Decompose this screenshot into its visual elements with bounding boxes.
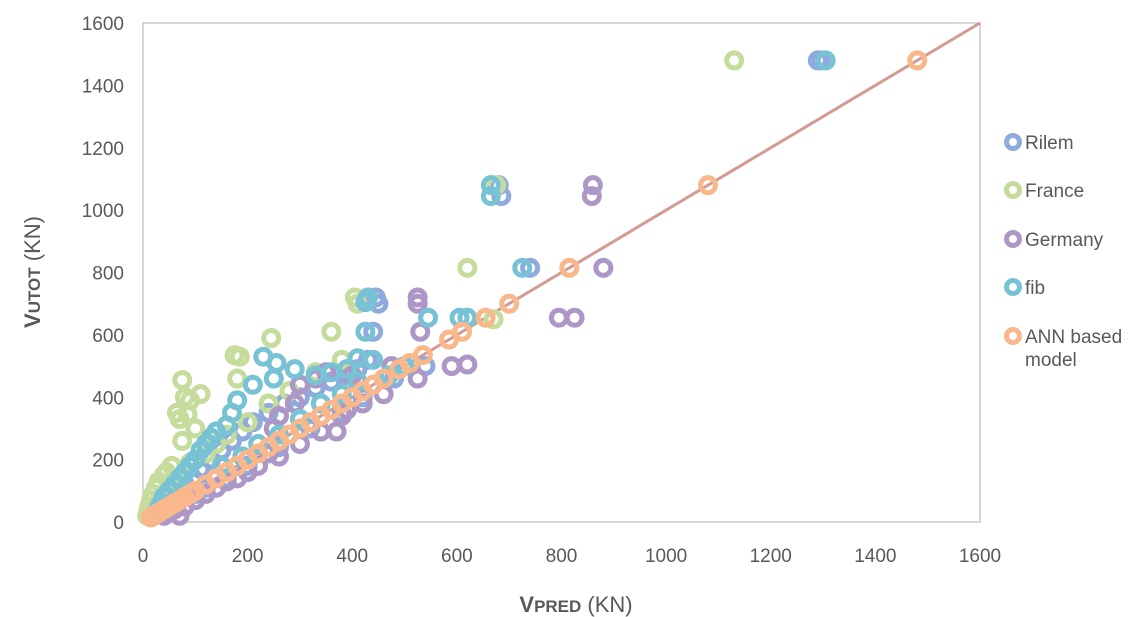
data-point [724,50,745,71]
data-point [512,257,533,278]
data-point [248,434,269,455]
legend-label: Rilem [1025,133,1074,154]
data-point [407,368,428,389]
legend-marker [1004,181,1022,199]
legend-label: France [1025,181,1084,202]
y-tick-label: 1400 [82,76,124,97]
x-tick-label: 600 [441,546,473,567]
data-point [355,292,376,313]
legend-marker [1004,278,1022,296]
legend-marker [1004,327,1022,345]
x-tick-label: 200 [232,546,264,567]
data-point [185,418,206,439]
legend-label: fib [1025,278,1045,299]
data-point [140,507,161,528]
y-axis-title: VUTOT (KN) [20,216,45,328]
data-point [499,293,520,314]
x-tick-label: 0 [138,546,149,567]
data-point [172,430,193,451]
y-axis-ticks: 0 200 400 600 800 1000 1200 1400 1600 [82,14,124,534]
y-tick-label: 400 [92,388,124,409]
data-point [258,393,279,414]
data-point [410,321,431,342]
data-point [389,359,410,380]
data-point [289,409,310,430]
data-point [305,365,326,386]
legend: Rilem France Germany fib ANN based model [1004,133,1122,371]
data-point [242,374,263,395]
x-tick-label: 1200 [750,546,792,567]
data-point [227,368,248,389]
data-point [559,257,580,278]
x-tick-label: 800 [546,546,578,567]
data-point [581,186,602,207]
y-tick-label: 200 [92,451,124,472]
series-ann-based-model [140,50,928,528]
data-point [331,384,352,405]
series-france [137,50,745,526]
data-point [480,175,501,196]
x-tick-label: 1400 [854,546,896,567]
data-point [363,321,384,342]
data-point [266,352,287,373]
data-point [284,359,305,380]
legend-marker [1004,230,1022,248]
x-tick-label: 1600 [959,546,1001,567]
y-tick-label: 1600 [82,14,124,35]
legend-label: ANN based model [1025,327,1122,371]
data-point [520,257,541,278]
data-point [564,307,585,328]
data-point [480,186,501,207]
data-point [815,50,836,71]
data-point [237,412,258,433]
data-point [169,409,190,430]
data-point [475,307,496,328]
y-tick-label: 1000 [82,201,124,222]
data-point [418,307,439,328]
data-point [261,327,282,348]
legend-label: Germany [1025,230,1104,251]
data-points [137,50,928,528]
data-point [355,321,376,342]
data-point [439,329,460,350]
data-point [457,354,478,375]
data-point [407,293,428,314]
y-tick-label: 600 [92,326,124,347]
x-axis-title: VPRED (KN) [519,592,632,617]
data-point [363,349,384,370]
legend-marker [1004,133,1022,151]
y-tick-label: 800 [92,264,124,285]
data-point [593,257,614,278]
x-tick-label: 1000 [645,546,687,567]
y-tick-label: 0 [113,513,124,534]
x-tick-label: 400 [336,546,368,567]
data-point [457,257,478,278]
data-point [697,175,718,196]
data-point [229,346,250,367]
data-point [907,50,928,71]
data-point [321,321,342,342]
data-point [582,175,603,196]
x-axis-ticks: 0 200 400 600 800 1000 1200 1400 1600 [138,546,1001,567]
data-point [172,370,193,391]
y-tick-label: 1200 [82,139,124,160]
